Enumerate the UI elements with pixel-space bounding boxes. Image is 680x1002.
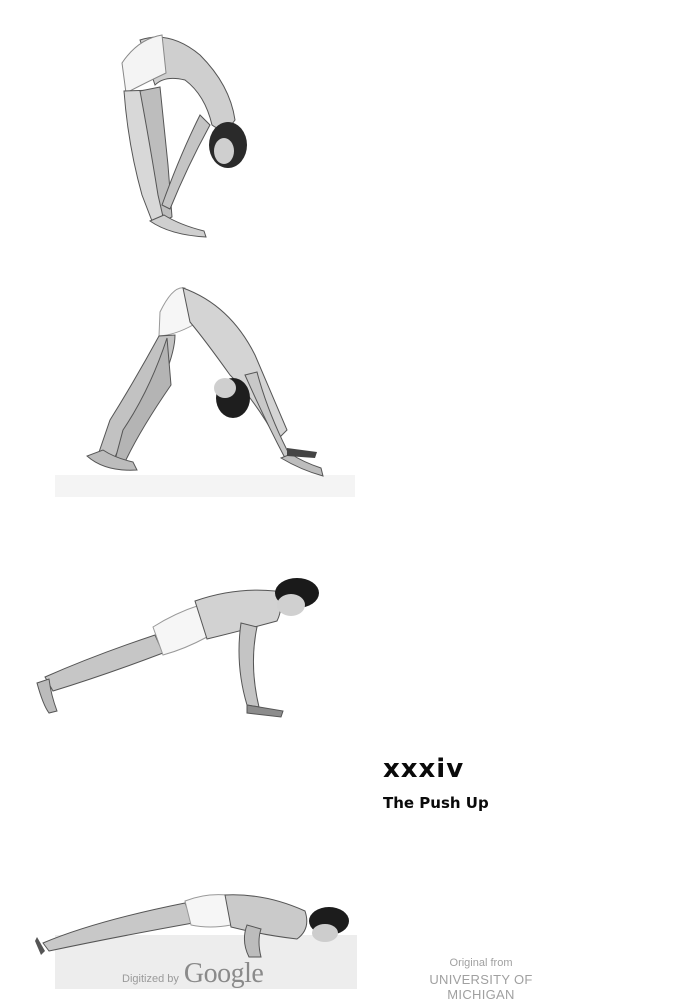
digitized-by-text: Digitized by: [122, 973, 179, 985]
plate-caption: The Push Up: [383, 794, 489, 812]
pike-pose-photo: [55, 280, 360, 505]
digitized-by-watermark: Digitized by Google: [122, 958, 264, 990]
google-logo: Google: [183, 958, 264, 989]
plate-number: xxxiv: [383, 754, 465, 784]
forward-bend-photo: [100, 25, 270, 255]
university-name: UNIVERSITY OF MICHIGAN: [429, 972, 533, 1002]
plank-pose-photo: [35, 565, 335, 730]
push-up-low-photo: [35, 885, 360, 993]
original-from-text: Original from: [449, 957, 513, 969]
origin-watermark: Original from UNIVERSITY OF MICHIGAN: [396, 957, 566, 1002]
